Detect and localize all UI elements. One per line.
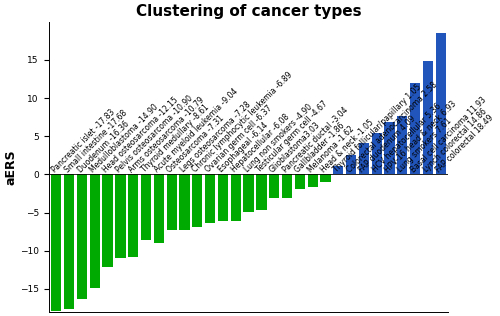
- Text: Head osteosarcoma -12.15: Head osteosarcoma -12.15: [102, 95, 180, 174]
- Bar: [320, 174, 330, 182]
- Bar: [308, 174, 318, 187]
- Text: Gallbladder -1.86: Gallbladder -1.86: [294, 121, 347, 174]
- Bar: [294, 174, 305, 189]
- Bar: [218, 174, 228, 221]
- Bar: [436, 33, 446, 174]
- Text: Lynch colorectal 14.86: Lynch colorectal 14.86: [422, 107, 488, 174]
- Text: HCV hepatocellular 5.36: HCV hepatocellular 5.36: [370, 102, 442, 174]
- Bar: [141, 174, 151, 240]
- Bar: [166, 174, 177, 230]
- Text: Melanoma -1.62: Melanoma -1.62: [306, 125, 356, 174]
- Text: Osteosarcoma -7.31: Osteosarcoma -7.31: [166, 113, 226, 174]
- Bar: [180, 174, 190, 230]
- Text: Thyroid medullary -8.61: Thyroid medullary -8.61: [140, 103, 211, 174]
- Text: Lung non smokers -4.90: Lung non smokers -4.90: [242, 103, 314, 174]
- Text: Testicular germ cell -4.67: Testicular germ cell -4.67: [255, 100, 330, 174]
- Text: Acute myeloid leukemia -9.04: Acute myeloid leukemia -9.04: [152, 87, 240, 174]
- Text: Arms osteosarcoma -10.79: Arms osteosarcoma -10.79: [127, 95, 206, 174]
- Bar: [282, 174, 292, 198]
- Bar: [77, 174, 87, 299]
- Bar: [205, 174, 216, 223]
- Text: Colorectal adenocarcinoma 2.58: Colorectal adenocarcinoma 2.58: [344, 80, 439, 174]
- Text: Chronic lymphocytic leukemia -6.89: Chronic lymphocytic leukemia -6.89: [191, 71, 294, 174]
- Text: Basal cell carcinoma 11.93: Basal cell carcinoma 11.93: [409, 95, 488, 174]
- Text: Pelvis osteosarcoma -10.90: Pelvis osteosarcoma -10.90: [114, 94, 194, 174]
- Y-axis label: aERS: aERS: [4, 149, 17, 185]
- Text: Lung smokers 7.61: Lung smokers 7.61: [396, 117, 454, 174]
- Text: FAP colorectal 18.49: FAP colorectal 18.49: [434, 113, 496, 174]
- Bar: [333, 167, 344, 174]
- Bar: [230, 174, 241, 221]
- Title: Clustering of cancer types: Clustering of cancer types: [136, 4, 362, 19]
- Text: Small intestine -17.68: Small intestine -17.68: [63, 108, 128, 174]
- Text: Esophageal -6.14: Esophageal -6.14: [216, 121, 270, 174]
- Bar: [90, 174, 100, 288]
- Text: Pancreatic islet -17.83: Pancreatic islet -17.83: [50, 108, 116, 174]
- Bar: [397, 116, 407, 174]
- Bar: [244, 174, 254, 212]
- Bar: [116, 174, 126, 258]
- Text: Ovarian germ cell -6.37: Ovarian germ cell -6.37: [204, 104, 274, 174]
- Text: FAP duodenum 4.09: FAP duodenum 4.09: [358, 114, 418, 174]
- Text: Glioblastoma3.03: Glioblastoma3.03: [268, 120, 322, 174]
- Text: Legs osteosarcoma -7.28: Legs osteosarcoma -7.28: [178, 100, 252, 174]
- Text: Duodenum -16.36: Duodenum -16.36: [76, 119, 130, 174]
- Bar: [154, 174, 164, 243]
- Bar: [128, 174, 138, 257]
- Bar: [359, 143, 369, 174]
- Text: Medulloblastoma -14.90: Medulloblastoma -14.90: [88, 102, 160, 174]
- Bar: [192, 174, 202, 227]
- Bar: [423, 61, 433, 174]
- Bar: [64, 174, 74, 309]
- Bar: [346, 155, 356, 174]
- Text: HPV-16 head & neck 6.93: HPV-16 head & neck 6.93: [383, 99, 458, 174]
- Bar: [51, 174, 62, 311]
- Text: Hepatocellular -6.08: Hepatocellular -6.08: [230, 113, 291, 174]
- Bar: [269, 174, 280, 198]
- Bar: [384, 122, 394, 174]
- Text: Pancreatic ductal -3.04: Pancreatic ductal -3.04: [280, 106, 349, 174]
- Bar: [256, 174, 266, 210]
- Text: Thyroid follicular/papillary 1.05: Thyroid follicular/papillary 1.05: [332, 83, 424, 174]
- Bar: [102, 174, 113, 267]
- Bar: [410, 83, 420, 174]
- Bar: [372, 133, 382, 174]
- Text: Head & neck -1.05: Head & neck -1.05: [319, 118, 376, 174]
